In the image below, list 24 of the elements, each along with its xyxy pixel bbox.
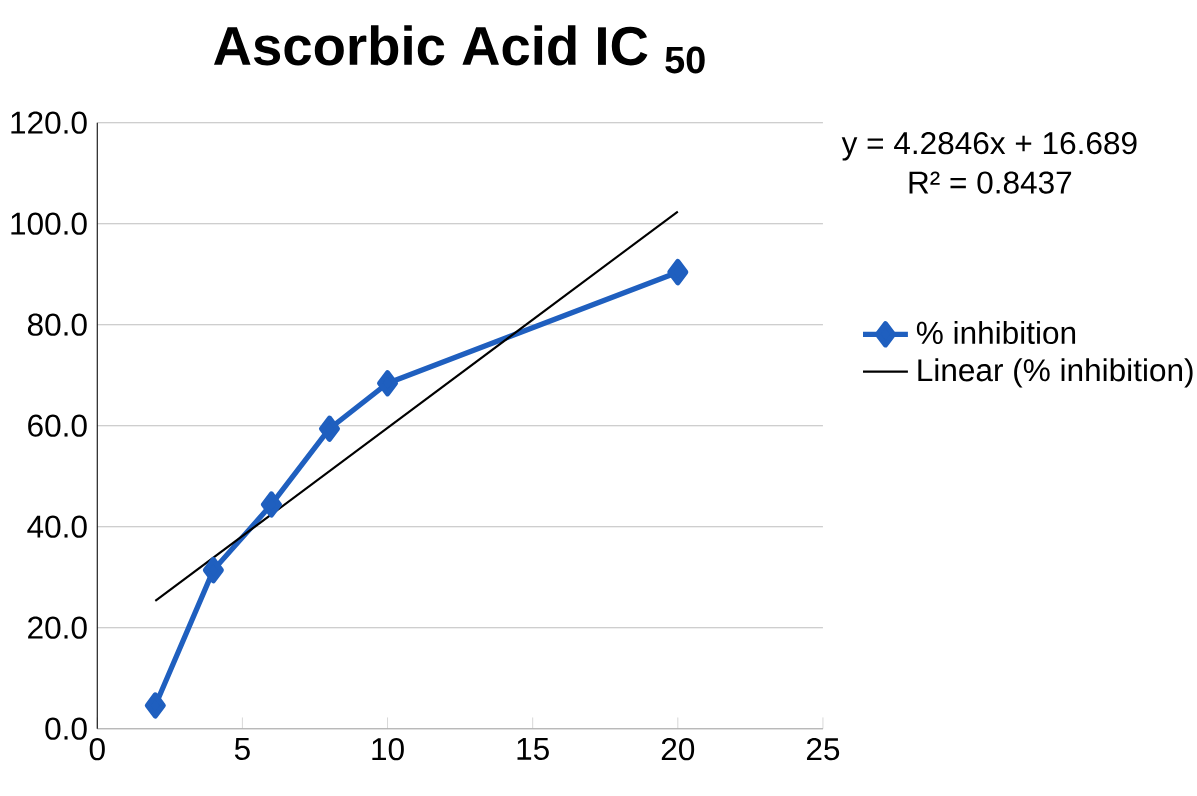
point xyxy=(667,259,689,286)
point xyxy=(202,556,224,584)
y-tick-label: 40.0 xyxy=(27,515,87,538)
x-tick-label: 10 xyxy=(372,737,404,761)
point xyxy=(318,415,340,442)
y-tick-label: 60.0 xyxy=(28,414,87,437)
y-tick-label: 100.0 xyxy=(11,212,87,235)
x-tick-label: 15 xyxy=(517,737,549,760)
point xyxy=(377,370,399,397)
y-tick-label: 0.0 xyxy=(45,717,87,740)
point xyxy=(260,491,282,518)
legend-label: % inhibition xyxy=(916,320,1076,345)
y-tick-label: 120.0 xyxy=(11,111,87,134)
point xyxy=(144,692,166,719)
text: R² = 0.8437 xyxy=(909,171,1072,194)
y-tick-label: 20.0 xyxy=(28,616,87,639)
x-tick-label: 5 xyxy=(234,737,250,760)
text: y = 4.2846x + 16.689 xyxy=(841,132,1137,161)
x-tick-label: 0 xyxy=(89,737,105,761)
chart-title: Ascorbic Acid IC $_{50}$ xyxy=(213,25,705,74)
x-tick-label: 25 xyxy=(806,737,840,761)
legend-label: Linear (% inhibition) xyxy=(918,358,1193,388)
y-tick-label: 80.0 xyxy=(27,313,87,336)
x-tick-label: 20 xyxy=(661,737,695,761)
